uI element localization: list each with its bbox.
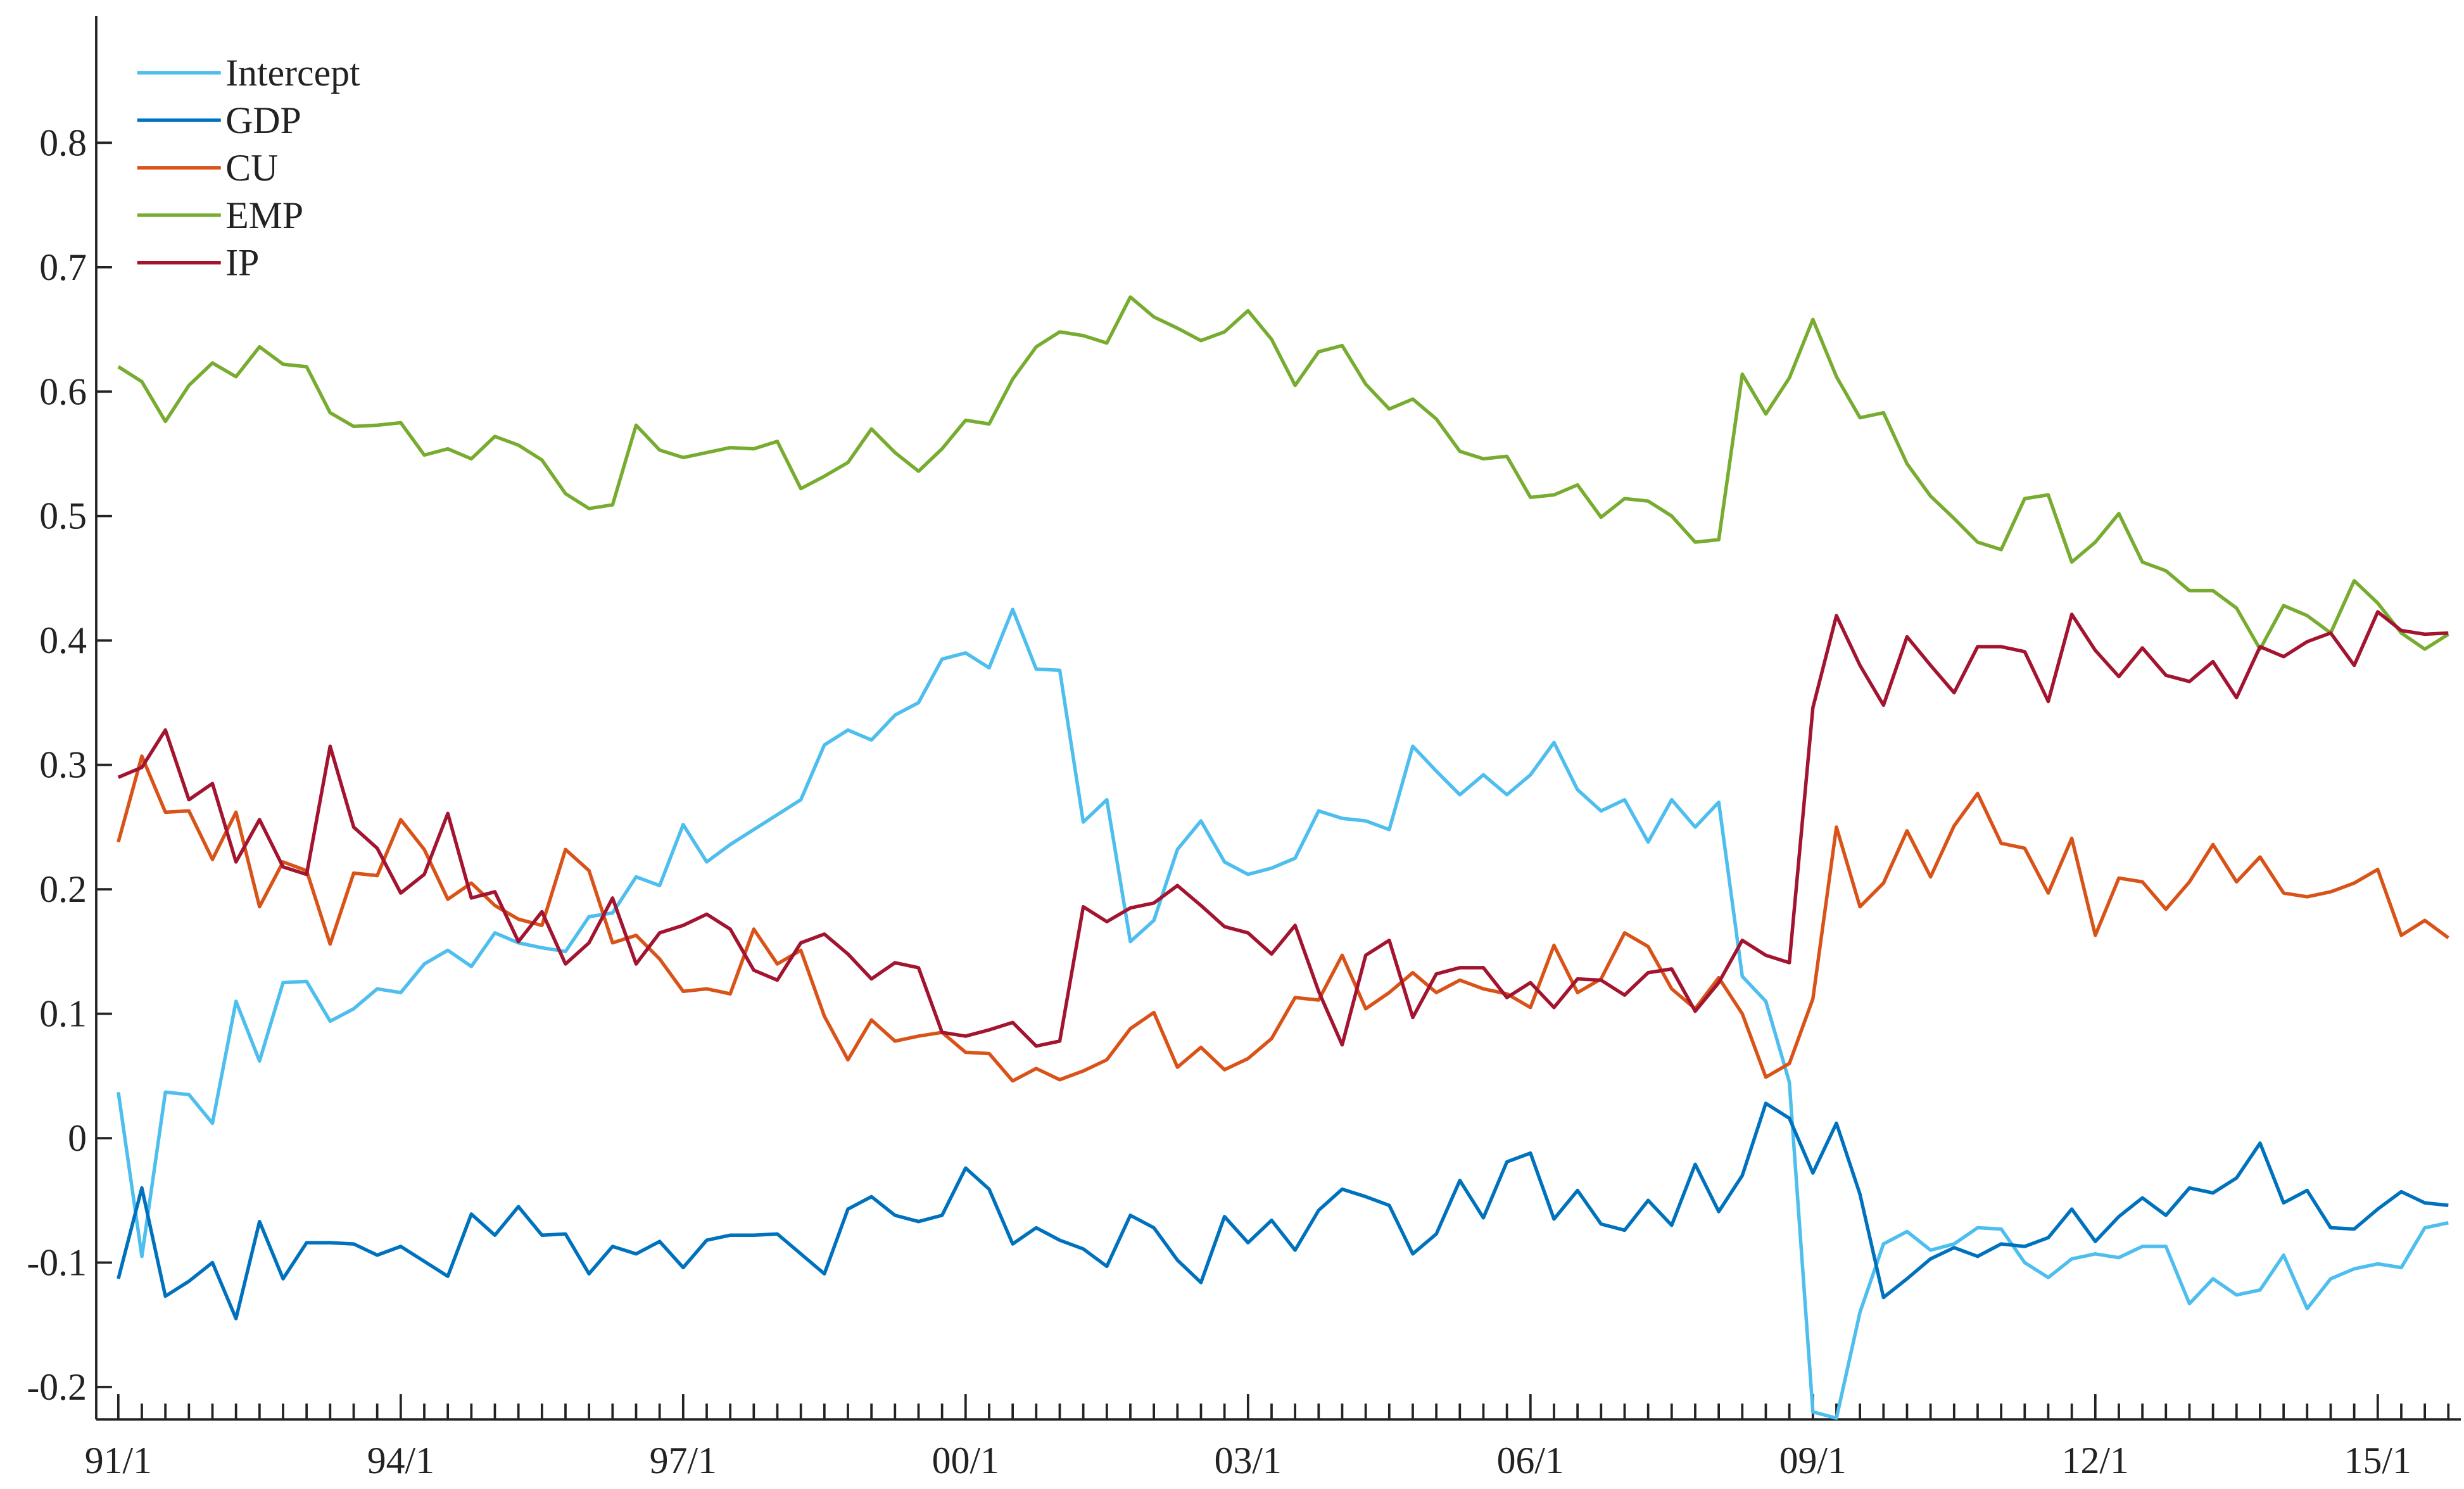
x-tick-label: 00/1 (932, 1440, 999, 1481)
x-tick-label: 03/1 (1215, 1440, 1282, 1481)
y-tick-label: 0.6 (39, 371, 87, 412)
y-tick-label: 0.4 (39, 619, 87, 661)
y-tick-label: -0.1 (27, 1241, 87, 1283)
series-line (117, 295, 2449, 651)
legend-label: GDP (225, 99, 301, 141)
y-tick-label: 0.2 (39, 868, 87, 910)
y-tick-label: -0.2 (27, 1366, 87, 1408)
x-tick-label: 06/1 (1497, 1440, 1564, 1481)
x-tick-label: 15/1 (2344, 1440, 2411, 1481)
y-tick-label: 0 (68, 1117, 87, 1159)
series-line (117, 607, 2449, 1420)
y-tick-label: 0.8 (39, 122, 87, 163)
y-tick-label: 0.7 (39, 246, 87, 288)
x-tick-label: 12/1 (2062, 1440, 2129, 1481)
series-line (117, 754, 2449, 1083)
legend-label: IP (225, 242, 259, 284)
series-line (117, 1101, 2449, 1321)
x-tick-label: 97/1 (650, 1440, 717, 1481)
legend-label: EMP (225, 194, 303, 236)
legend-label: Intercept (225, 52, 360, 94)
x-tick-label: 09/1 (1779, 1440, 1847, 1481)
y-tick-label: 0.3 (39, 744, 87, 786)
series-line (117, 610, 2449, 1048)
y-tick-label: 0.1 (39, 993, 87, 1035)
y-tick-label: 0.5 (39, 495, 87, 537)
x-tick-label: 94/1 (367, 1440, 434, 1481)
legend-label: CU (225, 147, 278, 189)
x-tick-label: 91/1 (85, 1440, 152, 1481)
